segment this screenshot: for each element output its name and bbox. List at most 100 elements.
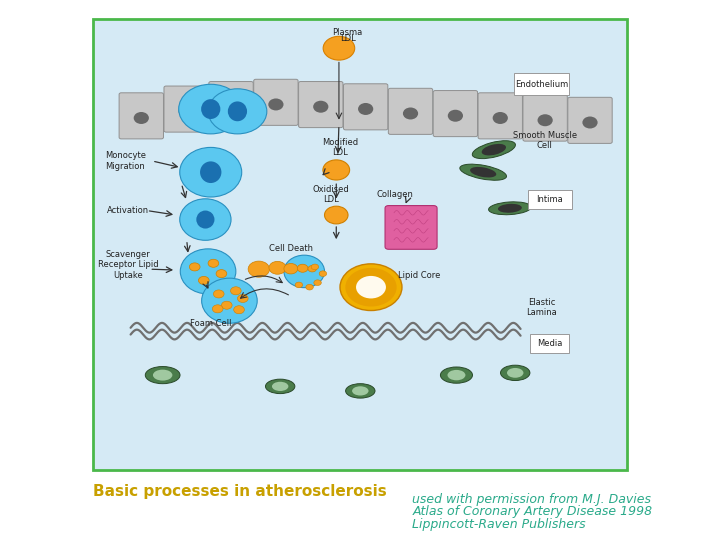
Text: Elastic
Lamina: Elastic Lamina [526,298,557,317]
Circle shape [199,276,209,285]
Circle shape [222,301,232,309]
FancyBboxPatch shape [388,89,433,134]
Circle shape [234,306,244,314]
Ellipse shape [472,141,516,159]
Circle shape [340,264,402,310]
Ellipse shape [507,368,523,378]
Ellipse shape [134,112,149,124]
Ellipse shape [153,369,172,381]
Text: Activation: Activation [107,206,149,215]
Circle shape [212,305,223,313]
FancyBboxPatch shape [514,73,570,96]
Circle shape [248,261,269,277]
FancyBboxPatch shape [343,84,388,130]
Circle shape [213,290,224,298]
Text: LDL: LDL [340,34,356,43]
Ellipse shape [346,384,375,398]
Circle shape [297,264,308,272]
FancyBboxPatch shape [523,95,567,141]
Text: Scavenger
Receptor Lipid
Uptake: Scavenger Receptor Lipid Uptake [98,249,158,280]
Circle shape [311,264,319,269]
Circle shape [325,206,348,224]
Circle shape [319,271,327,276]
Ellipse shape [489,202,531,215]
FancyBboxPatch shape [209,82,253,127]
Circle shape [346,268,397,307]
FancyBboxPatch shape [299,82,343,127]
Ellipse shape [284,255,325,288]
Text: Atlas of Coronary Artery Disease 1998: Atlas of Coronary Artery Disease 1998 [413,505,652,518]
Ellipse shape [202,278,257,323]
Ellipse shape [448,110,463,122]
Ellipse shape [403,107,418,119]
Ellipse shape [145,367,180,384]
Text: Lipid Core: Lipid Core [398,272,440,280]
Circle shape [306,285,313,290]
Ellipse shape [200,161,222,183]
Text: Modified
LDL: Modified LDL [322,138,358,157]
Ellipse shape [482,144,506,156]
Circle shape [323,160,350,180]
Ellipse shape [441,367,472,383]
Ellipse shape [208,89,267,134]
Ellipse shape [201,99,220,119]
Text: Intima: Intima [536,195,563,204]
Ellipse shape [313,101,328,113]
Ellipse shape [448,370,465,380]
Ellipse shape [498,204,522,213]
Ellipse shape [460,164,506,180]
FancyBboxPatch shape [119,93,163,139]
Text: Plasma: Plasma [333,28,363,37]
Text: Smooth Muscle
Cell: Smooth Muscle Cell [513,131,577,150]
FancyBboxPatch shape [164,86,208,132]
Text: Foam Cell: Foam Cell [190,319,232,328]
FancyBboxPatch shape [531,334,570,353]
Circle shape [216,269,227,278]
Ellipse shape [358,103,373,115]
Circle shape [323,36,355,60]
Circle shape [230,287,241,295]
Ellipse shape [223,101,238,113]
FancyBboxPatch shape [385,206,437,249]
Circle shape [269,261,286,274]
Text: Media: Media [537,339,562,348]
Text: Collagen: Collagen [377,190,413,199]
Ellipse shape [582,117,598,129]
Ellipse shape [197,211,215,228]
Circle shape [208,259,219,267]
Ellipse shape [538,114,553,126]
Text: Oxidised
LDL: Oxidised LDL [312,185,349,205]
Ellipse shape [180,147,242,197]
Circle shape [295,282,302,288]
Ellipse shape [352,386,369,395]
Ellipse shape [492,112,508,124]
Circle shape [356,276,386,299]
Circle shape [314,280,321,286]
Text: Lippincott-Raven Publishers: Lippincott-Raven Publishers [413,518,586,531]
Text: Cell Death: Cell Death [269,245,313,253]
Ellipse shape [500,365,530,381]
Text: Basic processes in atherosclerosis: Basic processes in atherosclerosis [93,484,387,499]
Circle shape [238,294,248,302]
Ellipse shape [180,199,231,240]
Ellipse shape [470,167,496,178]
FancyBboxPatch shape [478,93,523,139]
Circle shape [308,266,317,272]
Circle shape [284,264,298,274]
Text: used with permission from M.J. Davies: used with permission from M.J. Davies [413,493,652,506]
Ellipse shape [228,102,247,122]
Circle shape [189,263,200,271]
FancyBboxPatch shape [433,91,477,137]
Ellipse shape [269,98,284,111]
Ellipse shape [180,249,236,294]
Ellipse shape [266,379,295,394]
FancyBboxPatch shape [93,19,627,470]
Ellipse shape [179,105,194,117]
Ellipse shape [272,382,289,391]
FancyBboxPatch shape [528,190,572,209]
Ellipse shape [179,84,243,134]
Text: Monocyte
Migration: Monocyte Migration [105,151,145,171]
Text: Endothelium: Endothelium [516,80,569,89]
FancyBboxPatch shape [568,97,612,144]
FancyBboxPatch shape [253,79,298,125]
